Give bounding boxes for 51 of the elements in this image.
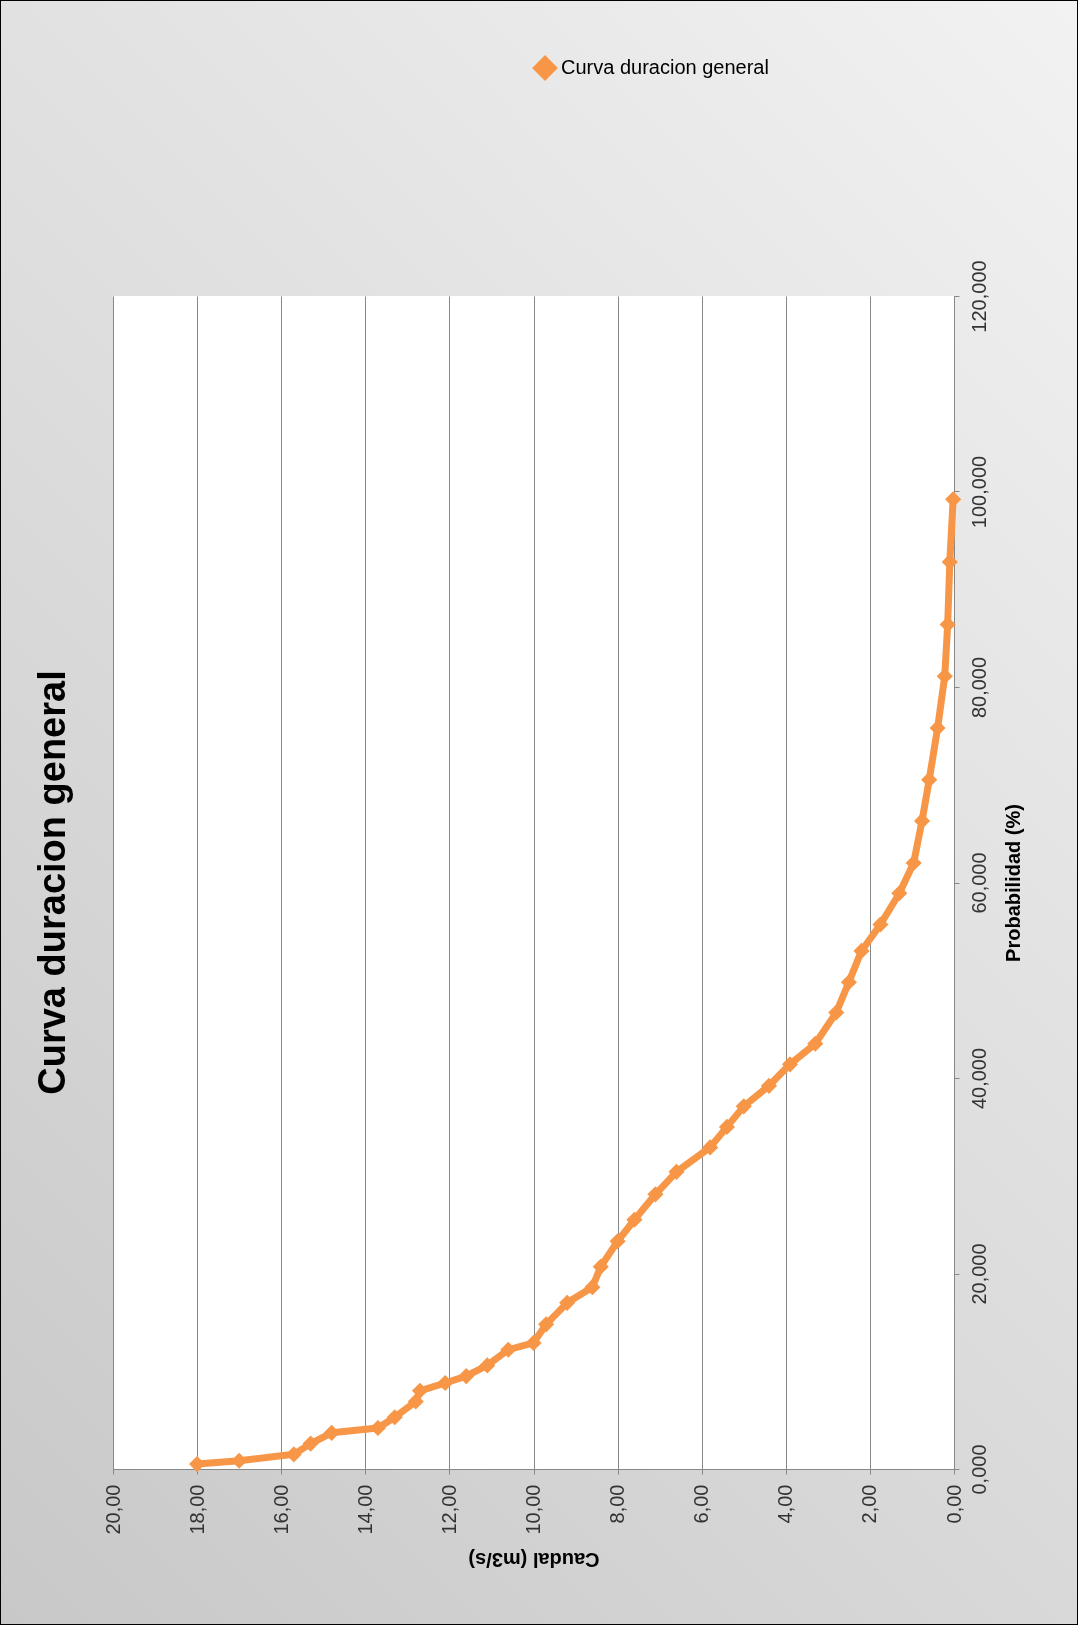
point <box>668 1163 685 1180</box>
point <box>407 1393 424 1410</box>
x-tick-label: 12,00 <box>437 1484 460 1535</box>
point <box>386 1409 403 1426</box>
point <box>323 1424 340 1441</box>
point <box>609 1233 626 1250</box>
x-tick-label: 18,00 <box>185 1484 208 1535</box>
point <box>891 885 908 902</box>
point <box>872 916 889 933</box>
point <box>626 1211 643 1228</box>
point <box>840 974 857 991</box>
point <box>437 1374 454 1392</box>
x-tick-label: 2,00 <box>858 1484 881 1524</box>
point <box>828 1004 845 1021</box>
point <box>525 1334 542 1351</box>
legend-label: Curva duracion general <box>561 56 769 78</box>
y-tick-label: 120,000 <box>967 260 990 333</box>
y-tick-label: 20,000 <box>967 1243 990 1305</box>
y-tick-label: 60,000 <box>967 852 990 914</box>
text: Curva duracion general <box>31 670 73 1095</box>
point <box>718 1118 735 1135</box>
y-tick-label: 0,000 <box>967 1444 990 1495</box>
y-tick-label: 80,000 <box>967 656 990 719</box>
x-tick-label: 4,00 <box>774 1484 797 1524</box>
point <box>781 1056 799 1073</box>
x-tick-label: 8,00 <box>606 1484 629 1524</box>
point <box>647 1186 664 1203</box>
point <box>458 1368 475 1385</box>
point <box>760 1077 778 1094</box>
point <box>584 1279 601 1296</box>
point <box>500 1341 517 1358</box>
point <box>592 1258 609 1275</box>
x-tick-label: 16,00 <box>269 1484 292 1535</box>
point <box>807 1035 824 1052</box>
point <box>853 942 870 959</box>
x-tick-label: 0,00 <box>942 1484 965 1524</box>
x-tick-label: 6,00 <box>690 1484 713 1524</box>
y-axis-title: Probabilidad (%) <box>1001 804 1024 962</box>
x-tick-label: 14,00 <box>353 1484 376 1535</box>
x-axis-title: Caudal (m3/s) <box>468 1548 600 1571</box>
x-tick-label: 20,00 <box>101 1484 124 1535</box>
point <box>479 1357 496 1374</box>
x-tick-label: 10,00 <box>522 1484 544 1535</box>
point <box>302 1435 319 1452</box>
y-tick-label: 100,000 <box>967 455 990 529</box>
point <box>538 1316 555 1333</box>
point <box>735 1098 752 1115</box>
y-tick-label: 40,000 <box>967 1047 990 1110</box>
point <box>702 1139 719 1156</box>
point <box>559 1294 576 1311</box>
point <box>411 1382 429 1399</box>
